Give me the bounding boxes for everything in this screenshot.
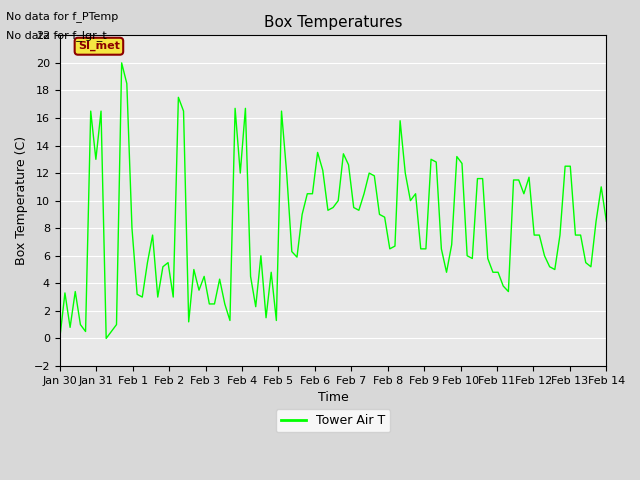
Text: No data for f_PTemp: No data for f_PTemp (6, 11, 118, 22)
X-axis label: Time: Time (317, 391, 348, 404)
Legend: Tower Air T: Tower Air T (276, 409, 390, 432)
Text: No data for f_lgr_t: No data for f_lgr_t (6, 30, 107, 41)
Y-axis label: Box Temperature (C): Box Temperature (C) (15, 136, 28, 265)
Text: SI_met: SI_met (78, 41, 120, 51)
Title: Box Temperatures: Box Temperatures (264, 15, 403, 30)
